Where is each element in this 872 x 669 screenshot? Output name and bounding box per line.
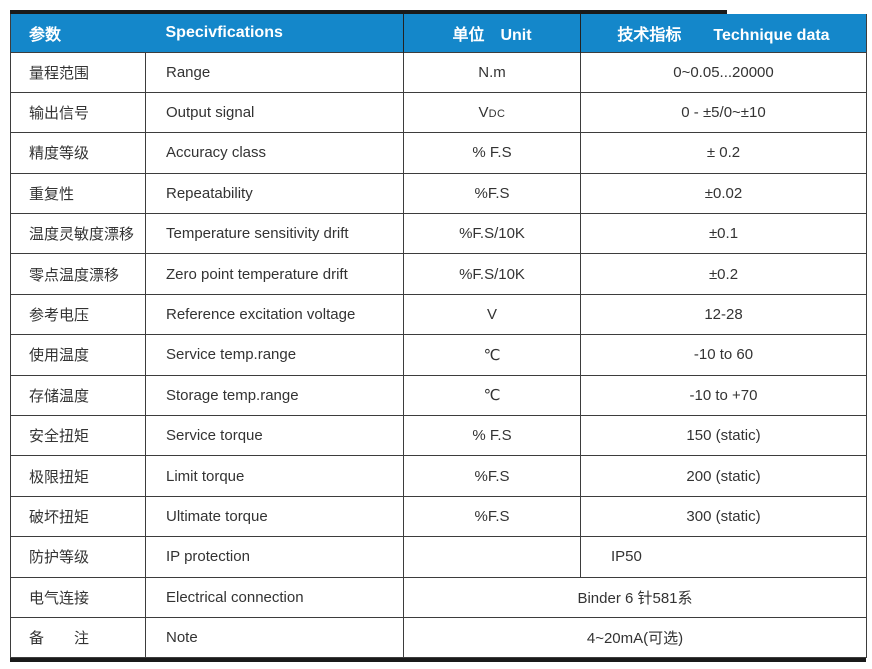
param-cn: 安全扭矩: [10, 415, 146, 457]
unit-cell: ℃: [403, 374, 581, 417]
param-cn: 极限扭矩: [10, 455, 146, 497]
header-param-cn: 参数: [10, 14, 146, 52]
value-cell: 200 (static): [580, 455, 867, 497]
param-cn: 温度灵敏度漂移: [10, 213, 146, 255]
bottom-heavy-rule: [10, 658, 866, 663]
param-en: Service torque: [145, 415, 404, 457]
table-body: 量程范围 Range N.m 0~0.05...20000 输出信号 Outpu…: [10, 51, 867, 659]
param-en: Temperature sensitivity drift: [145, 213, 404, 255]
unit-cell: [403, 536, 581, 578]
table-header: 参数 Specivfications 单位 Unit 技术指标 Techniqu…: [10, 14, 867, 52]
param-cn: 破坏扭矩: [10, 495, 146, 538]
table-row: 防护等级 IP protection IP50: [10, 536, 867, 578]
spec-sheet: 参数 Specivfications 单位 Unit 技术指标 Techniqu…: [10, 10, 867, 663]
param-en: Range: [145, 51, 404, 93]
unit-cell: %F.S: [403, 172, 581, 215]
unit-vdc-v: V: [478, 104, 489, 122]
param-en: Accuracy class: [145, 132, 404, 174]
unit-cell: %F.S: [403, 495, 581, 538]
table-row: 安全扭矩 Service torque % F.S 150 (static): [10, 415, 867, 457]
value-cell: -10 to 60: [580, 334, 867, 376]
value-cell: 0~0.05...20000: [580, 51, 867, 93]
table-row: 精度等级 Accuracy class % F.S ± 0.2: [10, 132, 867, 174]
param-cn: 备 注: [10, 616, 146, 659]
value-cell: ±0.02: [580, 172, 867, 215]
unit-cell: %F.S/10K: [403, 253, 581, 295]
unit-cell: ℃: [403, 334, 581, 376]
param-en: Ultimate torque: [145, 495, 404, 538]
param-cn: 重复性: [10, 172, 146, 215]
table-row: 温度灵敏度漂移 Temperature sensitivity drift %F…: [10, 213, 867, 255]
table-row: 极限扭矩 Limit torque %F.S 200 (static): [10, 455, 867, 497]
value-cell-merged: 4~20mA(可选): [403, 616, 867, 659]
param-en: IP protection: [145, 536, 404, 578]
param-en: Repeatability: [145, 172, 404, 215]
param-cn: 精度等级: [10, 132, 146, 174]
value-cell: 12-28: [580, 293, 867, 336]
table-row: 参考电压 Reference excitation voltage V 12-2…: [10, 293, 867, 336]
spec-table: 参数 Specivfications 单位 Unit 技术指标 Techniqu…: [10, 14, 867, 659]
param-cn: 使用温度: [10, 334, 146, 376]
param-en: Service temp.range: [145, 334, 404, 376]
param-en: Storage temp.range: [145, 374, 404, 417]
unit-cell: %F.S/10K: [403, 213, 581, 255]
param-en: Zero point temperature drift: [145, 253, 404, 295]
value-cell: ±0.1: [580, 213, 867, 255]
param-cn: 防护等级: [10, 536, 146, 578]
unit-cell: VDC: [403, 91, 581, 134]
unit-vdc-dc: DC: [488, 108, 506, 121]
table-row: 零点温度漂移 Zero point temperature drift %F.S…: [10, 253, 867, 295]
param-en: Electrical connection: [145, 576, 404, 618]
table-row: 破坏扭矩 Ultimate torque %F.S 300 (static): [10, 495, 867, 538]
value-cell: 150 (static): [580, 415, 867, 457]
unit-cell: % F.S: [403, 132, 581, 174]
table-row: 备 注 Note 4~20mA(可选): [10, 616, 867, 659]
header-technique-data: 技术指标 Technique data: [580, 14, 867, 52]
param-cn: 存储温度: [10, 374, 146, 417]
param-cn: 零点温度漂移: [10, 253, 146, 295]
value-cell-merged: Binder 6 针581系: [403, 576, 867, 618]
table-row: 使用温度 Service temp.range ℃ -10 to 60: [10, 334, 867, 376]
header-row: 参数 Specivfications 单位 Unit 技术指标 Techniqu…: [10, 14, 867, 52]
top-heavy-rule: [10, 10, 727, 14]
value-cell: ±0.2: [580, 253, 867, 295]
value-cell: ± 0.2: [580, 132, 867, 174]
param-cn: 输出信号: [10, 91, 146, 134]
value-cell: IP50: [580, 536, 867, 578]
header-unit: 单位 Unit: [403, 14, 581, 52]
value-cell: -10 to +70: [580, 374, 867, 417]
param-en: Output signal: [145, 91, 404, 134]
unit-cell: N.m: [403, 51, 581, 93]
param-cn: 量程范围: [10, 51, 146, 93]
table-row: 电气连接 Electrical connection Binder 6 针581…: [10, 576, 867, 618]
unit-cell: % F.S: [403, 415, 581, 457]
value-cell: 300 (static): [580, 495, 867, 538]
unit-cell: V: [403, 293, 581, 336]
param-en: Reference excitation voltage: [145, 293, 404, 336]
param-cn: 电气连接: [10, 576, 146, 618]
table-row: 存储温度 Storage temp.range ℃ -10 to +70: [10, 374, 867, 417]
param-cn: 参考电压: [10, 293, 146, 336]
param-en: Note: [145, 616, 404, 659]
unit-cell: %F.S: [403, 455, 581, 497]
table-row: 重复性 Repeatability %F.S ±0.02: [10, 172, 867, 215]
param-en: Limit torque: [145, 455, 404, 497]
table-row: 输出信号 Output signal VDC 0 - ±5/0~±10: [10, 91, 867, 134]
header-specifications: Specivfications: [145, 14, 404, 52]
table-row: 量程范围 Range N.m 0~0.05...20000: [10, 51, 867, 93]
value-cell: 0 - ±5/0~±10: [580, 91, 867, 134]
